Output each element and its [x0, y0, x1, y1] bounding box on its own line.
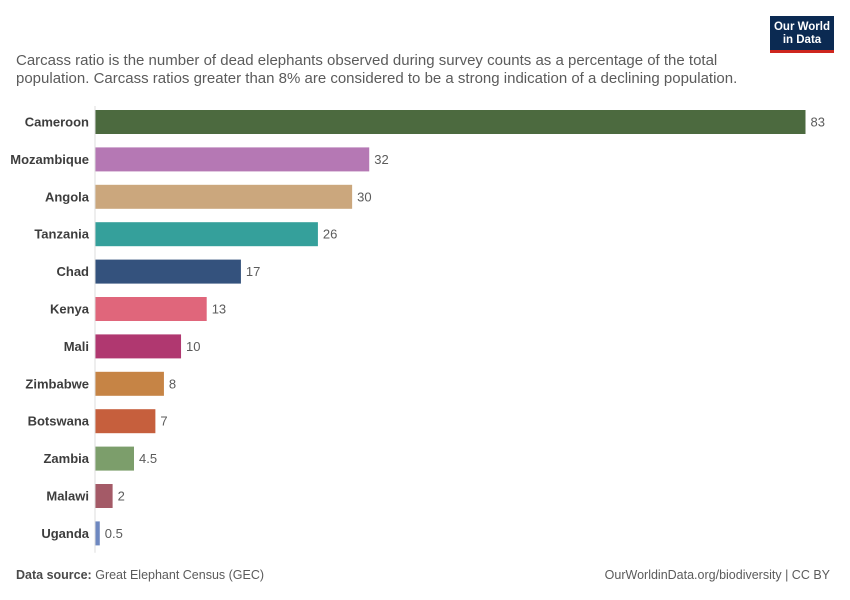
bar-mozambique[interactable] [95, 147, 370, 172]
category-label-kenya: Kenya [50, 302, 90, 317]
bar-zambia[interactable] [95, 446, 134, 471]
bar-cameroon[interactable] [95, 110, 806, 134]
value-label-angola: 30 [357, 189, 371, 204]
bar-tanzania[interactable] [95, 222, 318, 247]
category-label-uganda: Uganda [41, 526, 89, 541]
value-label-zambia: 4.5 [139, 451, 157, 466]
value-label-mozambique: 32 [374, 152, 388, 167]
category-label-zimbabwe: Zimbabwe [25, 376, 89, 391]
category-label-chad: Chad [57, 264, 90, 279]
data-source-value: Great Elephant Census (GEC) [95, 568, 265, 582]
value-label-zimbabwe: 8 [169, 376, 176, 391]
bars-group: Cameroon 83 Mozambique 32 Angola 30 Tanzania 26… [10, 110, 825, 546]
bar-zimbabwe[interactable] [95, 371, 164, 396]
logo-line-2: in Data [782, 33, 822, 46]
bar-mali[interactable] [95, 334, 182, 359]
bar-botswana[interactable] [95, 409, 156, 434]
owid-logo: Our World in Data [770, 16, 834, 53]
data-source-label: Data source: [16, 568, 92, 582]
logo-line-1: Our World [773, 21, 830, 33]
category-label-malawi: Malawi [46, 489, 89, 504]
value-label-mali: 10 [186, 339, 200, 354]
category-label-botswana: Botswana [28, 414, 90, 429]
source-link[interactable]: OurWorldinData.org/biodiversity | CC BY [604, 568, 830, 582]
value-label-kenya: 13 [212, 302, 226, 317]
bar-angola[interactable] [95, 184, 353, 209]
category-label-cameroon: Cameroon [25, 115, 89, 130]
category-label-mozambique: Mozambique [10, 152, 89, 167]
value-label-uganda: 0.5 [105, 526, 123, 541]
category-label-tanzania: Tanzania [34, 227, 89, 242]
category-label-mali: Mali [64, 339, 89, 354]
value-label-chad: 17 [246, 264, 260, 279]
bar-chart: Cameroon 83 Mozambique 32 Angola 30 Tanzania 26… [10, 106, 825, 553]
category-label-angola: Angola [45, 189, 90, 204]
value-label-tanzania: 26 [323, 227, 337, 242]
chart-subtitle: Carcass ratio is the number of dead elep… [16, 52, 738, 87]
value-label-malawi: 2 [118, 489, 125, 504]
value-label-botswana: 7 [160, 414, 167, 429]
bar-kenya[interactable] [95, 297, 207, 321]
data-source: Data source: Great Elephant Census (GEC) [16, 568, 264, 582]
value-label-cameroon: 83 [811, 115, 825, 130]
category-label-zambia: Zambia [43, 451, 89, 466]
bar-uganda[interactable] [95, 521, 100, 546]
bar-malawi[interactable] [95, 484, 113, 508]
bar-chad[interactable] [95, 259, 241, 284]
